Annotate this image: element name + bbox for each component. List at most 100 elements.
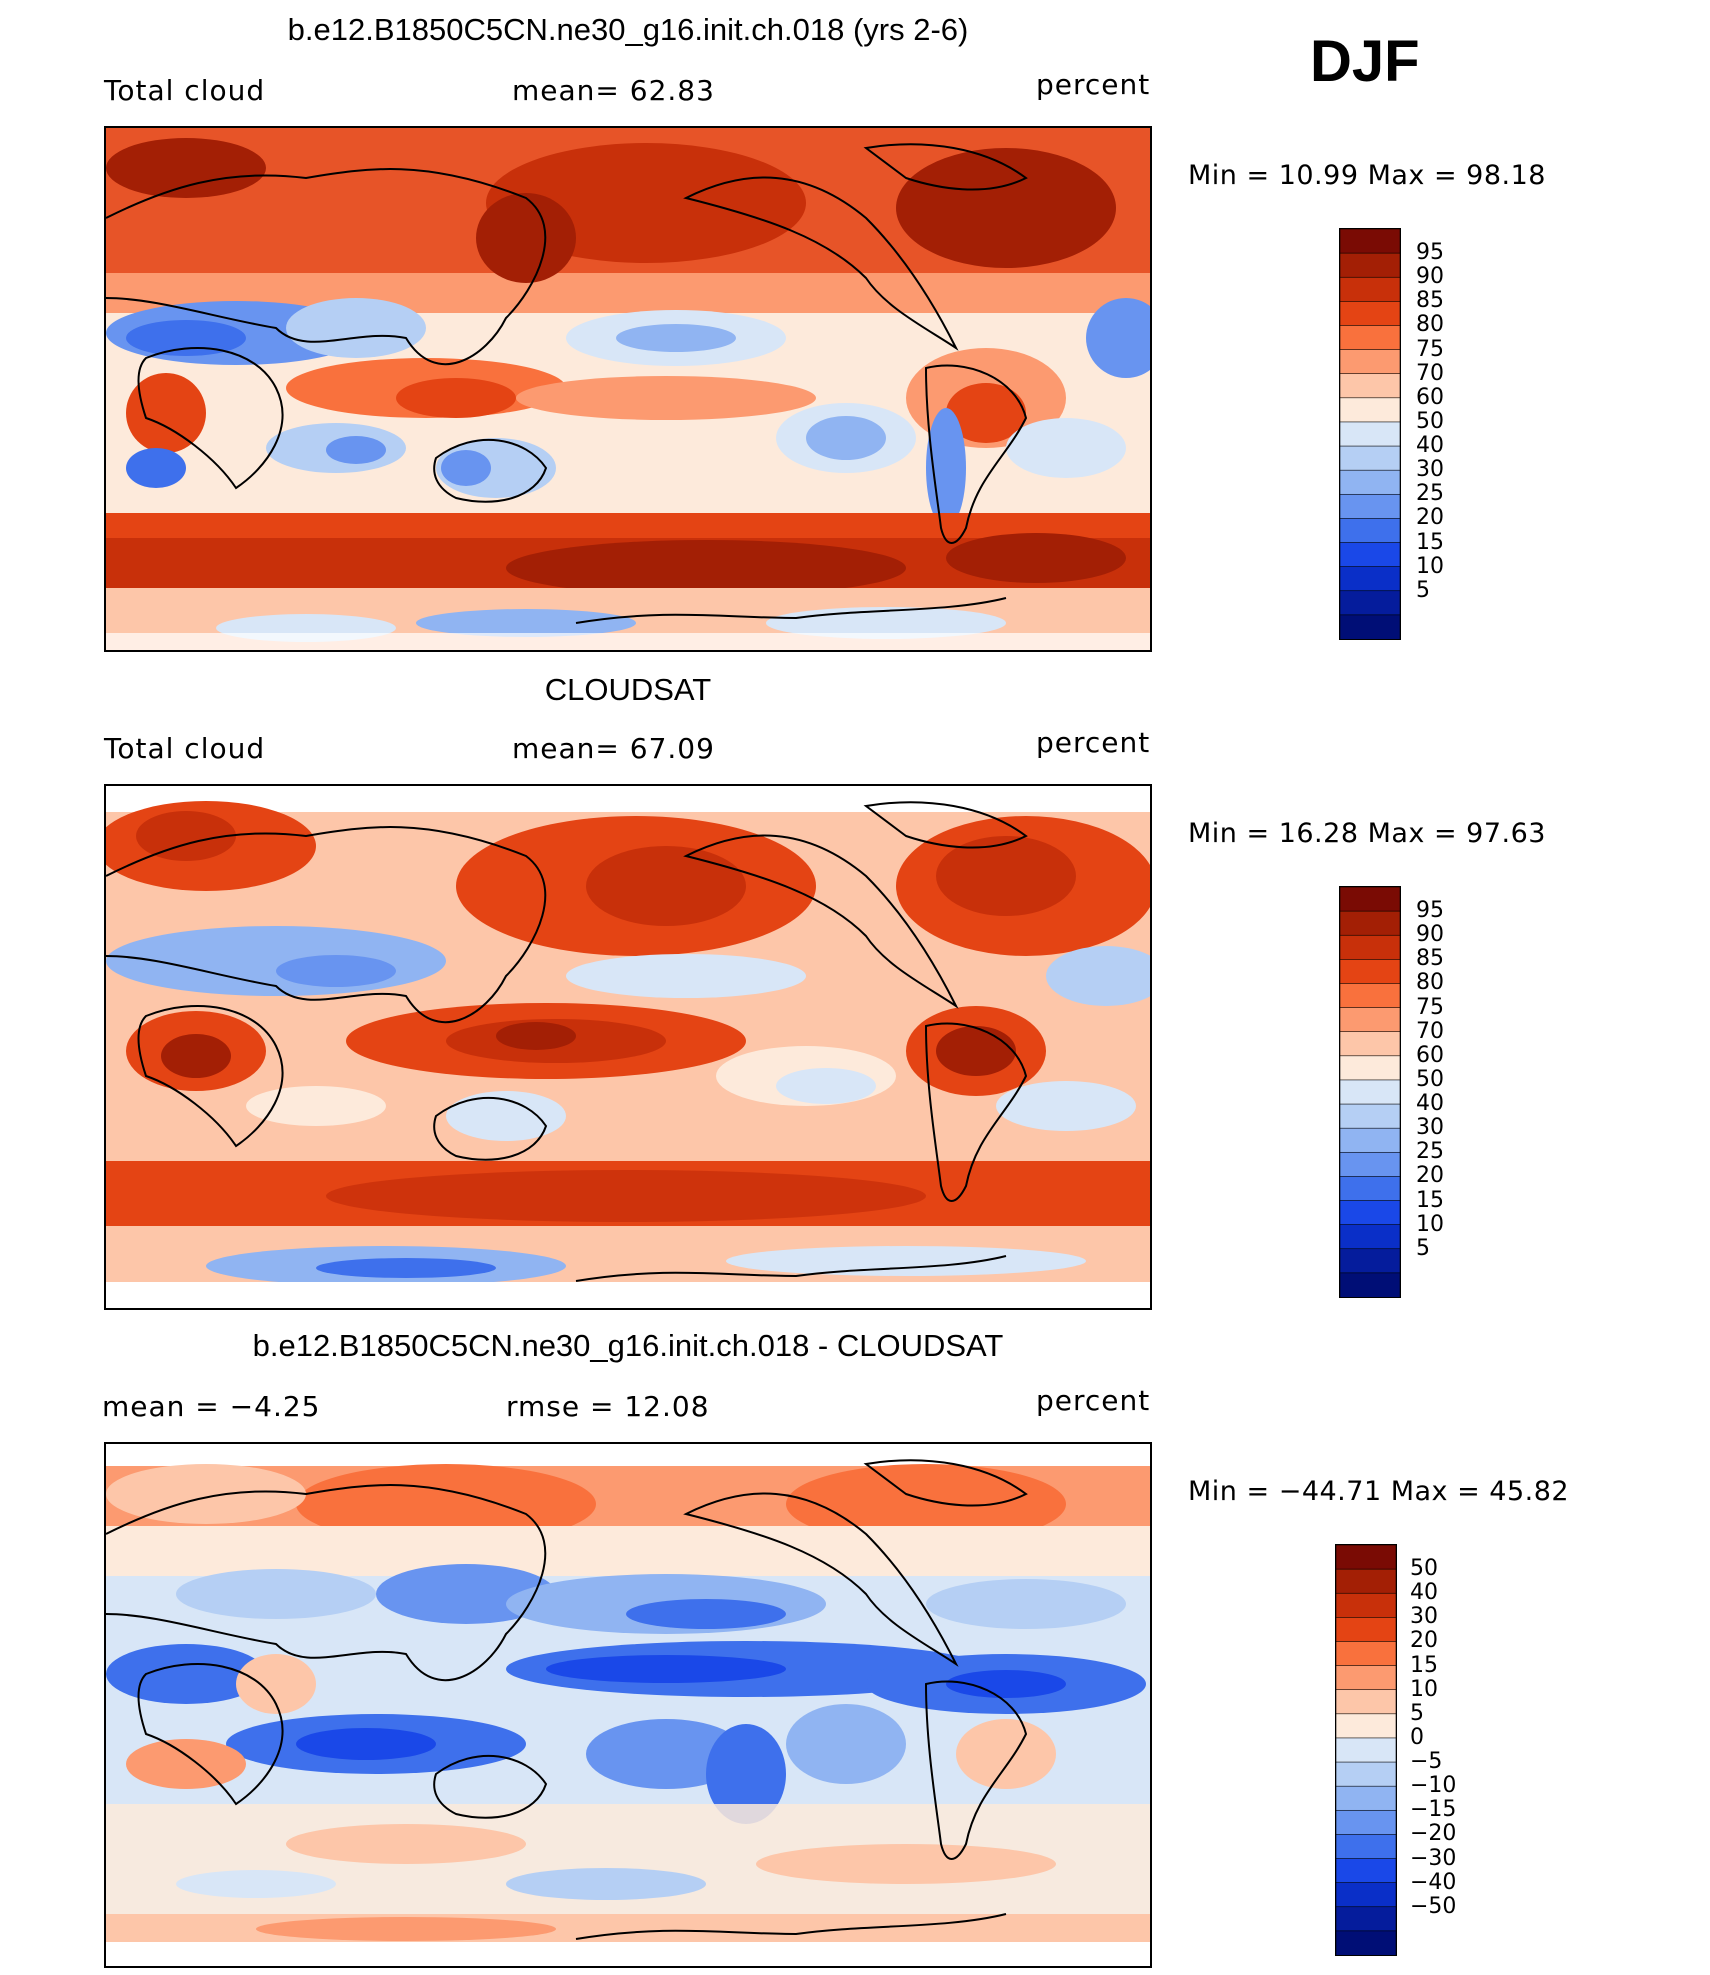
panel2-colorbar-swatch (1339, 910, 1401, 937)
panel2-colorbar-tick-label: 70 (1416, 1018, 1444, 1044)
panel3-colorbar-tick-label: 5 (1410, 1700, 1424, 1726)
panel3-colorbar-swatches (1335, 1544, 1397, 1956)
panel1-colorbar-swatch (1339, 397, 1401, 423)
panel1-colorbar-swatch (1339, 614, 1401, 640)
panel1-colorbar-swatch (1339, 493, 1401, 520)
panel1-variable-label: Total cloud (104, 74, 266, 107)
panel2-colorbar-swatch (1339, 1007, 1401, 1033)
panel2-colorbar-swatch (1339, 1151, 1401, 1178)
panel3-colorbar-tick-label: −10 (1410, 1773, 1457, 1799)
panel1-colorbar-swatch (1339, 542, 1401, 568)
panel3-colorbar (1335, 1544, 1397, 1956)
panel3-colorbar-tick-label: 15 (1410, 1652, 1438, 1678)
panel2-minmax: Min = 16.28 Max = 97.63 (1188, 818, 1546, 849)
panel2-colorbar-swatch (1339, 959, 1401, 985)
panel2-colorbar-tick-label: 90 (1416, 922, 1444, 948)
panel2-colorbar-swatch (1339, 1103, 1401, 1129)
panel2-colorbar-labels: 95 90 85 80 75 70 60 50 40 30 25 20 15 10 5 (1416, 886, 1496, 1296)
panel2-colorbar-swatches (1339, 886, 1401, 1298)
panel2-variable-label: Total cloud (104, 732, 266, 765)
panel1-colorbar-swatch (1339, 518, 1401, 544)
panel2-colorbar-swatch (1339, 934, 1401, 961)
panel2-colorbar-tick-label: 85 (1416, 946, 1444, 972)
panel1-colorbar-tick-label: 70 (1416, 360, 1444, 386)
panel1-colorbar-tick-label: 85 (1416, 288, 1444, 314)
panel1-colorbar-swatch (1339, 421, 1401, 447)
panel3-colorbar-tick-label: −5 (1410, 1749, 1443, 1775)
panel1-colorbar (1339, 228, 1401, 640)
panel1-mean-label: mean= 62.83 (512, 74, 715, 107)
panel3-rmse-label: rmse = 12.08 (506, 1390, 710, 1423)
panel1-colorbar-swatch (1339, 325, 1401, 351)
panel1-colorbar-labels: 95 90 85 80 75 70 60 50 40 30 25 20 15 10 5 (1416, 228, 1496, 638)
panel1-colorbar-swatch (1339, 349, 1401, 375)
panel2-colorbar-tick-label: 30 (1416, 1115, 1444, 1141)
panel2-colorbar-swatch (1339, 1272, 1401, 1298)
panel2-colorbar-tick-label: 75 (1416, 994, 1444, 1020)
panel2-map (104, 784, 1152, 1310)
panel3-colorbar-swatch (1335, 1544, 1397, 1570)
panel3-colorbar-tick-label: 0 (1410, 1724, 1424, 1750)
panel1-colorbar-swatches (1339, 228, 1401, 640)
panel2-colorbar-swatch (1339, 1127, 1401, 1154)
panel2-colorbar-swatch (1339, 1079, 1401, 1105)
panel2-colorbar-tick-label: 25 (1416, 1139, 1444, 1165)
panel3-colorbar-swatch (1335, 1665, 1397, 1691)
panel2-colorbar-swatch (1339, 983, 1401, 1009)
panel2-colorbar-tick-label: 15 (1416, 1187, 1444, 1213)
panel2-colorbar-swatch (1339, 1224, 1401, 1250)
panel2-colorbar (1339, 886, 1401, 1298)
panel1-colorbar-tick-label: 20 (1416, 505, 1444, 531)
panel3-colorbar-tick-label: −30 (1410, 1845, 1457, 1871)
panel3-colorbar-swatch (1335, 1617, 1397, 1643)
panel2-units-label: percent (1036, 726, 1151, 759)
panel3-colorbar-swatch (1335, 1834, 1397, 1860)
panel3-colorbar-tick-label: 20 (1410, 1628, 1438, 1654)
panel3-colorbar-swatch (1335, 1858, 1397, 1884)
panel2-colorbar-swatch (1339, 1055, 1401, 1081)
panel3-colorbar-tick-label: 50 (1410, 1556, 1438, 1582)
panel1-colorbar-tick-label: 80 (1416, 312, 1444, 338)
panel3-colorbar-swatch (1335, 1592, 1397, 1619)
panel2-mean-label: mean= 67.09 (512, 732, 715, 765)
panel3-colorbar-swatch (1335, 1713, 1397, 1739)
panel3-mean-label: mean = −4.25 (102, 1390, 321, 1423)
panel1-colorbar-swatch (1339, 301, 1401, 327)
panel3-map-field (106, 1444, 1150, 1966)
panel1-colorbar-swatch (1339, 566, 1401, 592)
panel1-colorbar-tick-label: 40 (1416, 433, 1444, 459)
panel1-minmax: Min = 10.99 Max = 98.18 (1188, 160, 1546, 191)
panel3-colorbar-tick-label: −50 (1410, 1893, 1457, 1919)
panel1-colorbar-tick-label: 95 (1416, 240, 1444, 266)
panel1-colorbar-swatch (1339, 373, 1401, 399)
panel1-colorbar-tick-label: 90 (1416, 264, 1444, 290)
panel1-units-label: percent (1036, 68, 1151, 101)
panel3-colorbar-tick-label: 40 (1410, 1580, 1438, 1606)
panel3-colorbar-swatch (1335, 1906, 1397, 1932)
panel3-colorbar-tick-label: 30 (1410, 1604, 1438, 1630)
panel3-colorbar-tick-label: −40 (1410, 1869, 1457, 1895)
panel3-colorbar-swatch (1335, 1809, 1397, 1836)
panel3-map (104, 1442, 1152, 1968)
panel2-colorbar-tick-label: 60 (1416, 1042, 1444, 1068)
panel3-colorbar-swatch (1335, 1568, 1397, 1595)
panel1-colorbar-swatch (1339, 469, 1401, 496)
panel2-colorbar-swatch (1339, 1200, 1401, 1226)
panel1-colorbar-tick-label: 10 (1416, 553, 1444, 579)
panel3-colorbar-tick-label: −15 (1410, 1797, 1457, 1823)
panel2-title: CLOUDSAT (544, 672, 712, 707)
panel1-title: b.e12.B1850C5CN.ne30_g16.init.ch.018 (yr… (287, 12, 969, 47)
panel1-map-field (106, 128, 1150, 650)
panel1-colorbar-swatch (1339, 590, 1401, 616)
panel2-colorbar-tick-label: 40 (1416, 1091, 1444, 1117)
panel1-map (104, 126, 1152, 652)
panel3-colorbar-swatch (1335, 1737, 1397, 1763)
panel3-title: b.e12.B1850C5CN.ne30_g16.init.ch.018 - C… (252, 1328, 1004, 1363)
panel2-colorbar-swatch (1339, 1031, 1401, 1057)
panel3-minmax: Min = −44.71 Max = 45.82 (1188, 1476, 1570, 1507)
panel1-colorbar-swatch (1339, 276, 1401, 303)
panel2-colorbar-tick-label: 80 (1416, 970, 1444, 996)
panel2-colorbar-swatch (1339, 1176, 1401, 1202)
panel3-colorbar-swatch (1335, 1689, 1397, 1715)
season-label: DJF (1310, 29, 1420, 94)
